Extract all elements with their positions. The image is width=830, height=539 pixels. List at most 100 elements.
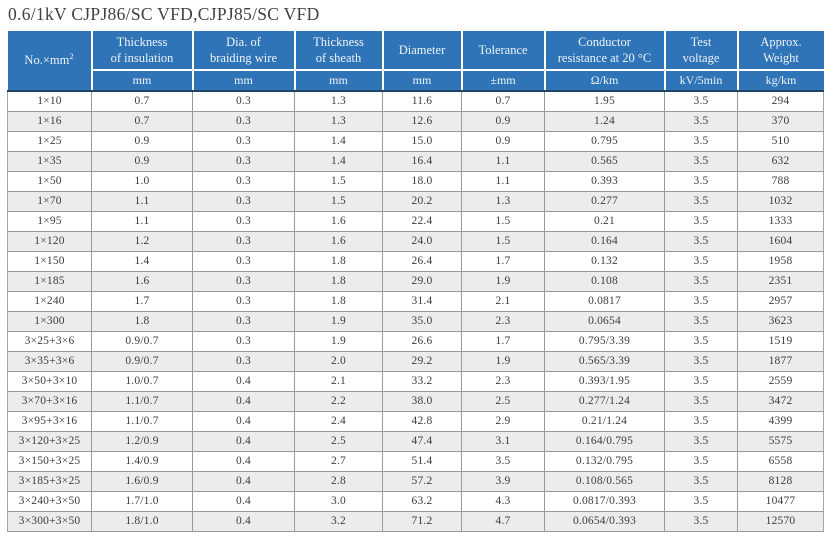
table-cell: 26.6 (382, 330, 462, 352)
table-row: 3×95+3×16 1.1/0.7 0.4 2.4 42.8 2.9 0.21/1.24 3.… (7, 410, 824, 432)
table-cell: 3.5 (664, 450, 738, 472)
header-row-labels: No.×mm2 Thickness of insulation Dia. of … (7, 31, 824, 92)
table-cell: 1.6 (294, 230, 383, 252)
table-cell: 0.21/1.24 (544, 410, 665, 432)
table-cell: 2.4 (294, 410, 383, 432)
table-cell: 0.0654 (544, 310, 665, 332)
table-row: 1×95 1.1 0.3 1.6 22.4 1.5 0.21 3.5 1333 (7, 210, 824, 232)
table-cell: 3.5 (664, 310, 738, 332)
table-cell: 1×25 (7, 130, 92, 152)
table-row: 1×300 1.8 0.3 1.9 35.0 2.3 0.0654 3.5 3623 (7, 310, 824, 332)
table-row: 1×35 0.9 0.3 1.4 16.4 1.1 0.565 3.5 632 (7, 150, 824, 172)
table-cell: 3.0 (294, 490, 383, 512)
table-cell: 0.4 (192, 510, 295, 532)
table-row: 1×240 1.7 0.3 1.8 31.4 2.1 0.0817 3.5 2957 (7, 290, 824, 312)
table-cell: 1×150 (7, 250, 92, 272)
table-cell: 0.3 (192, 290, 295, 312)
table-cell: 1.4 (294, 150, 383, 172)
table-cell: 3.5 (664, 330, 738, 352)
table-cell: 3×300+3×50 (7, 510, 92, 532)
table-cell: 3.5 (664, 210, 738, 232)
table-cell: 1032 (737, 190, 824, 212)
table-cell: 0.4 (192, 410, 295, 432)
table-cell: 1.3 (294, 110, 383, 132)
table-cell: 3.5 (664, 130, 738, 152)
table-cell: 3.2 (294, 510, 383, 532)
table-cell: 370 (737, 110, 824, 132)
table-cell: 0.0817 (544, 290, 665, 312)
table-cell: 10477 (737, 490, 824, 512)
table-cell: 1.5 (461, 210, 545, 232)
table-cell: 1×35 (7, 150, 92, 172)
table-header: No.×mm2 Thickness of insulation Dia. of … (7, 31, 824, 92)
table-cell: 1.1/0.7 (91, 410, 193, 432)
table-cell: 2.3 (461, 310, 545, 332)
table-cell: 33.2 (382, 370, 462, 392)
table-cell: 2.0 (294, 350, 383, 372)
table-cell: 1.9 (461, 350, 545, 372)
table-cell: 29.2 (382, 350, 462, 372)
table-cell: 0.132 (544, 250, 665, 272)
table-cell: 1.4/0.9 (91, 450, 193, 472)
table-cell: 0.7 (91, 90, 193, 112)
table-cell: 20.2 (382, 190, 462, 212)
table-cell: 1.9 (461, 270, 545, 292)
table-cell: 12570 (737, 510, 824, 532)
table-cell: 2.8 (294, 470, 383, 492)
table-cell: 1.1/0.7 (91, 390, 193, 412)
table-cell: 3.5 (664, 390, 738, 412)
table-cell: 12.6 (382, 110, 462, 132)
table-cell: 2.9 (461, 410, 545, 432)
table-cell: 3.1 (461, 430, 545, 452)
table-cell: 3.5 (664, 230, 738, 252)
table-cell: 1×16 (7, 110, 92, 132)
table-cell: 1.1 (91, 210, 193, 232)
table-cell: 1.7 (461, 250, 545, 272)
table-cell: 1.4 (294, 130, 383, 152)
table-cell: 4.3 (461, 490, 545, 512)
table-row: 3×70+3×16 1.1/0.7 0.4 2.2 38.0 2.5 0.277/1.24 3… (7, 390, 824, 412)
table-cell: 1604 (737, 230, 824, 252)
header-row-units: mm mm mm mm ±mm Ω/km kV/5min kg/km (8, 69, 824, 92)
table-cell: 1.24 (544, 110, 665, 132)
table-row: 1×70 1.1 0.3 1.5 20.2 1.3 0.277 3.5 1032 (7, 190, 824, 212)
table-row: 3×150+3×25 1.4/0.9 0.4 2.7 51.4 3.5 0.132/0.79… (7, 450, 824, 472)
table-cell: 0.164/0.795 (544, 430, 665, 452)
unit-diameter: mm (381, 69, 463, 92)
table-cell: 1×120 (7, 230, 92, 252)
table-cell: 1.2 (91, 230, 193, 252)
table-cell: 31.4 (382, 290, 462, 312)
table-cell: 1.5 (294, 170, 383, 192)
table-cell: 1.6 (91, 270, 193, 292)
table-cell: 1.3 (294, 90, 383, 112)
table-cell: 1.0 (91, 170, 193, 192)
table-cell: 3472 (737, 390, 824, 412)
table-cell: 0.3 (192, 310, 295, 332)
table-cell: 3.5 (664, 490, 738, 512)
table-row: 3×35+3×6 0.9/0.7 0.3 2.0 29.2 1.9 0.565/3.39 3.… (7, 350, 824, 372)
table-cell: 8128 (737, 470, 824, 492)
unit-approx-weight: kg/km (736, 69, 824, 92)
table-cell: 1×10 (7, 90, 92, 112)
table-row: 1×120 1.2 0.3 1.6 24.0 1.5 0.164 3.5 1604 (7, 230, 824, 252)
table-row: 3×300+3×50 1.8/1.0 0.4 3.2 71.2 4.7 0.0654/0.3… (7, 510, 824, 532)
table-cell: 1.5 (294, 190, 383, 212)
table-cell: 2.3 (461, 370, 545, 392)
table-cell: 0.3 (192, 230, 295, 252)
table-cell: 1×95 (7, 210, 92, 232)
col-header-size: No.×mm2 (7, 31, 93, 92)
table-cell: 0.9 (461, 110, 545, 132)
table-cell: 3×240+3×50 (7, 490, 92, 512)
table-cell: 1.7 (461, 330, 545, 352)
table-cell: 1.0/0.7 (91, 370, 193, 392)
table-cell: 1.8 (294, 290, 383, 312)
table-cell: 1.1 (91, 190, 193, 212)
table-cell: 24.0 (382, 230, 462, 252)
unit-braiding-wire-dia: mm (191, 69, 296, 92)
table-cell: 1.8 (294, 270, 383, 292)
table-row: 3×120+3×25 1.2/0.9 0.4 2.5 47.4 3.1 0.164/0.79… (7, 430, 824, 452)
table-row: 1×25 0.9 0.3 1.4 15.0 0.9 0.795 3.5 510 (7, 130, 824, 152)
table-cell: 1.8 (294, 250, 383, 272)
table-cell: 1.4 (91, 250, 193, 272)
col-header-size-superscript: 2 (69, 51, 74, 62)
